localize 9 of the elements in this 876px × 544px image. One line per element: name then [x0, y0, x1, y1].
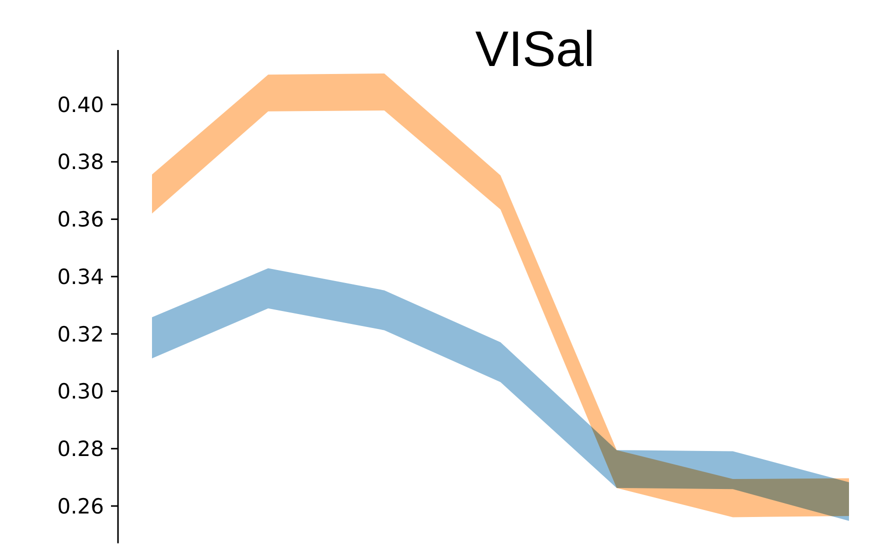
y-tick-label: 0.28 — [57, 437, 104, 462]
y-tick-label: 0.32 — [57, 322, 104, 346]
y-tick-label: 0.40 — [57, 92, 104, 117]
chart-title: VISal — [475, 21, 595, 77]
y-tick-label: 0.36 — [57, 208, 104, 232]
y-tick-label: 0.38 — [57, 150, 104, 174]
y-tick-label: 0.30 — [57, 380, 104, 404]
y-tick-label: 0.26 — [57, 494, 104, 518]
y-tick-label: 0.34 — [57, 264, 104, 289]
